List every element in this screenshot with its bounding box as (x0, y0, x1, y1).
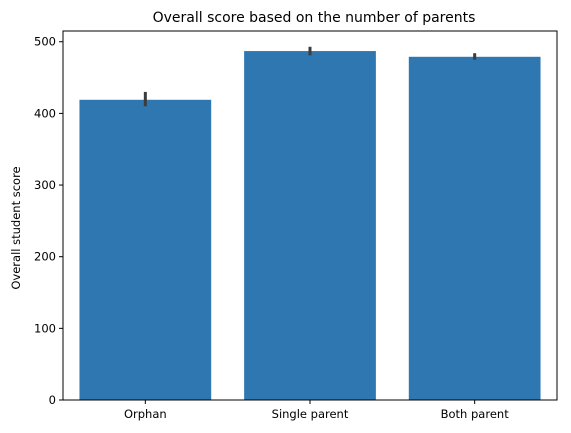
y-tick-label: 500 (34, 35, 56, 49)
error-bars-group (143, 46, 477, 107)
x-axis-ticks: Orphan Single parent Both parent (124, 400, 509, 421)
x-tick-label: Both parent (441, 407, 510, 421)
y-axis-label: Overall student score (9, 166, 23, 289)
x-tick-label: Orphan (124, 407, 167, 421)
y-tick-label: 200 (34, 250, 56, 264)
y-tick-label: 0 (49, 393, 56, 407)
bar-both-parent (408, 56, 541, 400)
x-tick-label: Single parent (272, 407, 349, 421)
y-tick-label: 400 (34, 106, 56, 120)
plot-frame (62, 30, 558, 401)
bars-group (79, 51, 541, 401)
chart-title: Overall score based on the number of par… (153, 10, 476, 26)
y-tick-label: 300 (34, 178, 56, 192)
y-axis-ticks: 0 100 200 300 400 500 (34, 35, 63, 407)
y-tick-label: 100 (34, 321, 56, 335)
bar-orphan (79, 99, 212, 400)
bar-single-parent (244, 51, 376, 401)
